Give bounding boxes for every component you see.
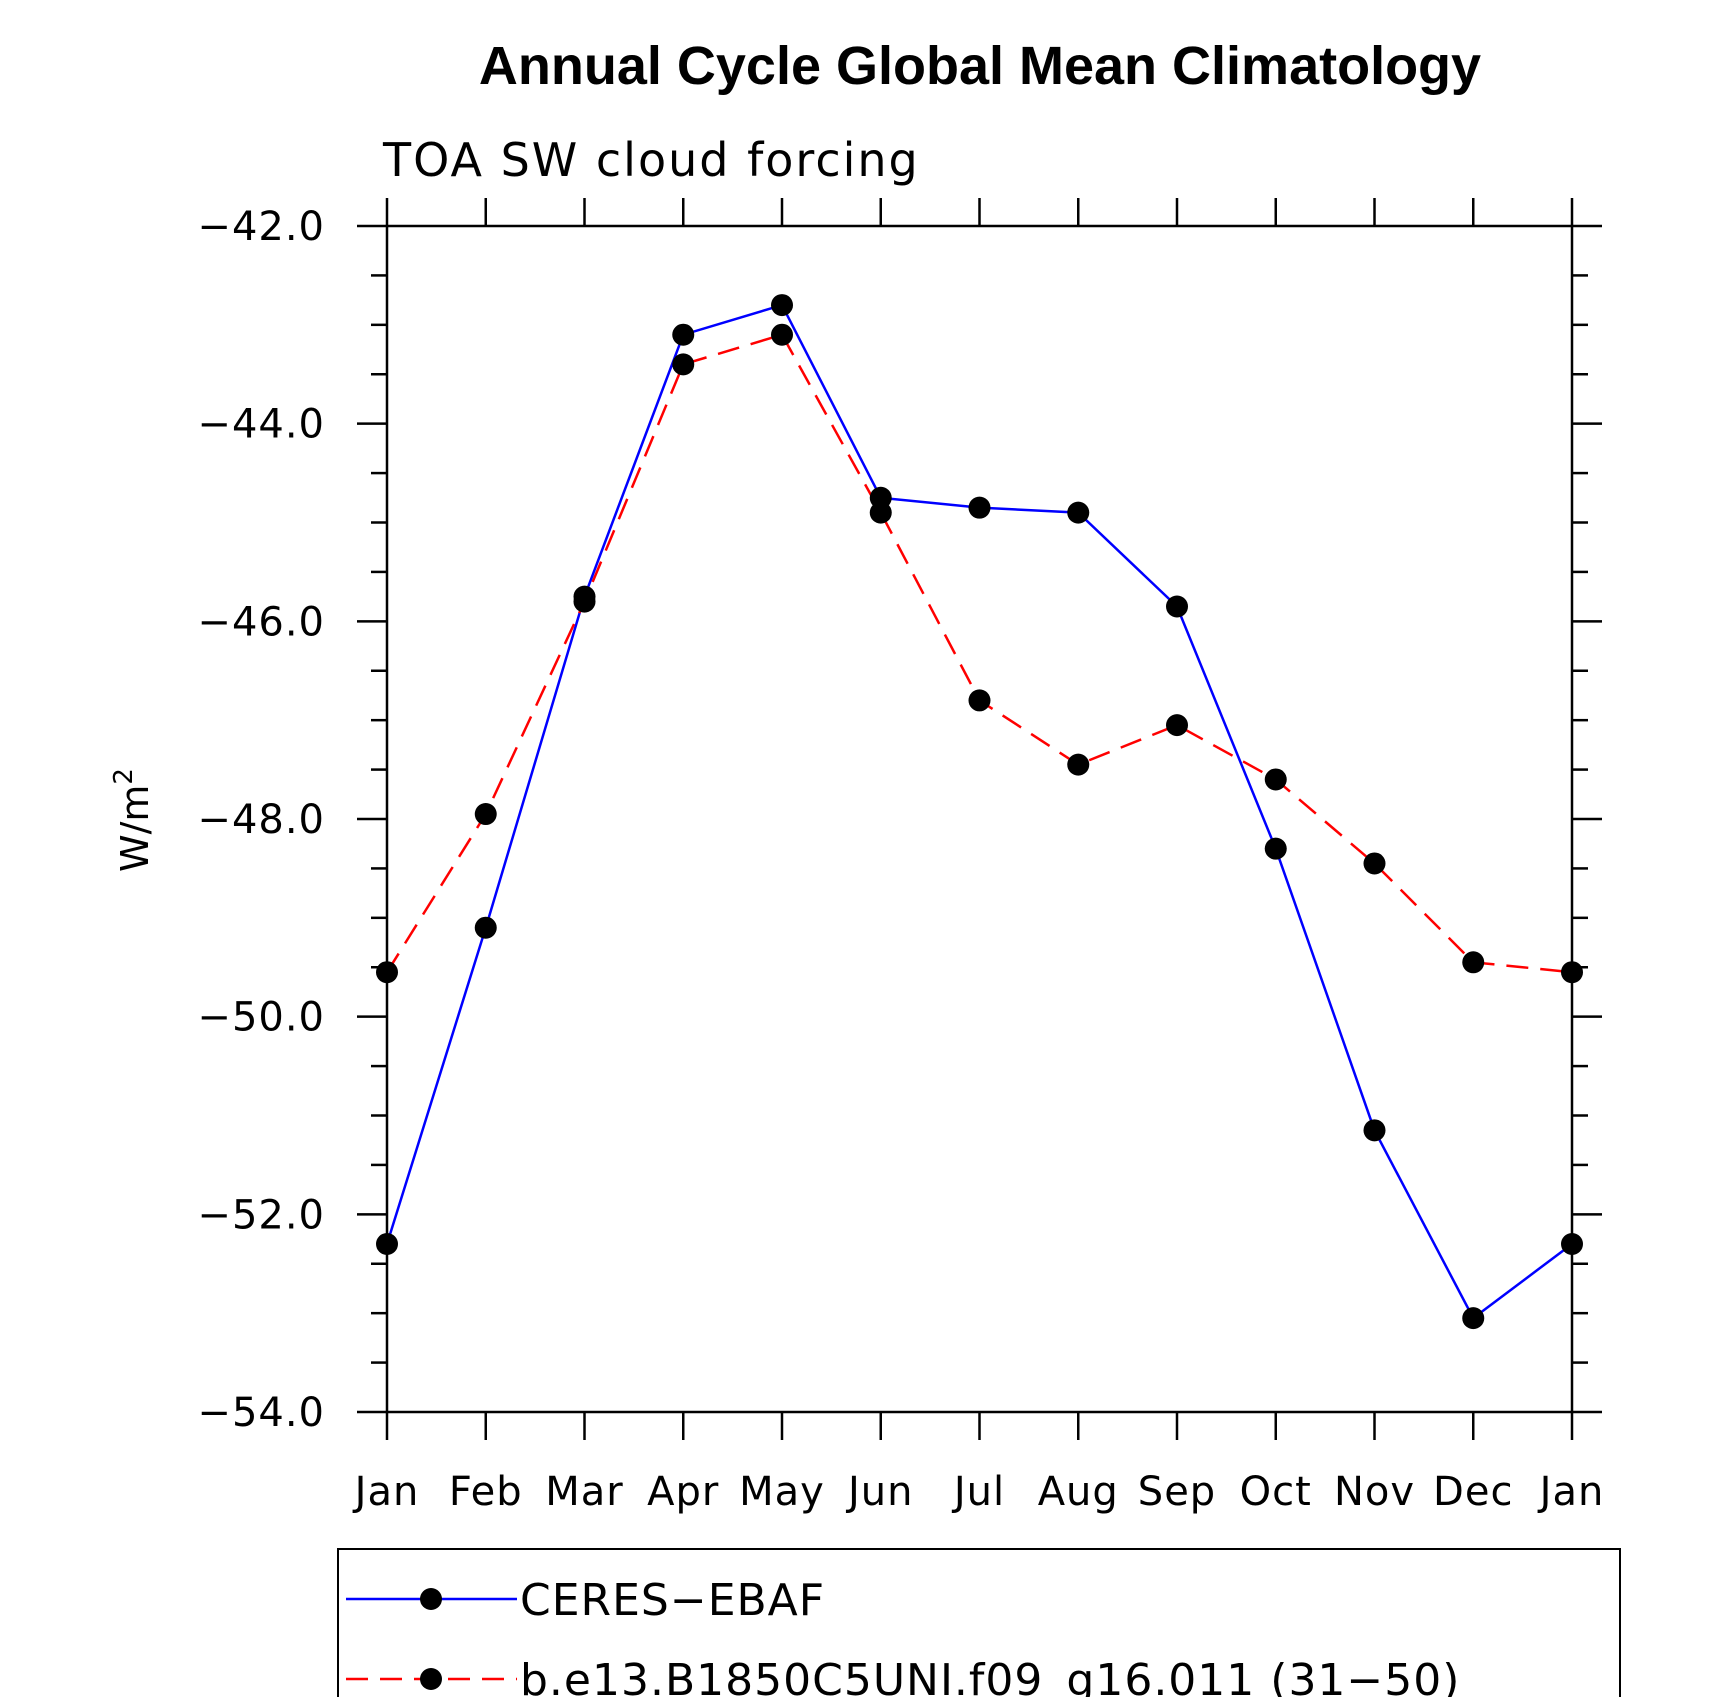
- series-1-point: [1462, 1307, 1485, 1330]
- series-1-point: [376, 1232, 398, 1255]
- series-1-point: [672, 323, 695, 346]
- series-2-point: [1166, 714, 1188, 737]
- series-1-point: [1264, 837, 1287, 860]
- y-axis-label-exponent: 2: [109, 768, 139, 785]
- legend: CERES−EBAF b.e13.B1850C5UNI.f09_g16.011 (…: [337, 1548, 1621, 1697]
- series-1-point: [968, 496, 991, 519]
- x-tick-label: May: [739, 1469, 825, 1515]
- y-tick-label: −46.0: [197, 599, 325, 645]
- x-tick-label: Jun: [845, 1469, 914, 1515]
- legend-marker-1: [420, 1588, 442, 1610]
- series-2-point: [869, 501, 892, 524]
- x-tick-label: Jan: [1537, 1469, 1605, 1515]
- series-1-point: [1067, 501, 1090, 524]
- series-2-point: [573, 590, 596, 613]
- x-tick-label: Nov: [1334, 1469, 1415, 1515]
- series-2-point: [1561, 961, 1583, 984]
- y-axis-label-unit: W/m: [113, 785, 157, 872]
- y-axis-label: W/m2: [109, 768, 157, 872]
- series-2-point: [1363, 852, 1386, 875]
- y-tick-label: −48.0: [197, 797, 325, 843]
- legend-box: [337, 1548, 1621, 1697]
- x-tick-label: Mar: [545, 1469, 623, 1515]
- chart-subtitle: TOA SW cloud forcing: [382, 133, 920, 187]
- legend-label-1: CERES−EBAF: [520, 1575, 825, 1626]
- plot-axes: Jan Feb Mar Apr May Jun Jul Aug Sep Oct Nov Dec Jan−…: [197, 198, 1605, 1515]
- series-1-point: [1166, 595, 1188, 618]
- y-tick-label: −42.0: [197, 204, 325, 250]
- y-tick-label: −50.0: [197, 995, 325, 1041]
- y-tick-label: −44.0: [197, 402, 325, 448]
- series-1-point: [771, 294, 793, 317]
- x-tick-label: Aug: [1038, 1469, 1119, 1515]
- chart-title: Annual Cycle Global Mean Climatology: [479, 36, 1481, 96]
- x-tick-label: Feb: [449, 1469, 523, 1515]
- series-1-point: [1561, 1232, 1583, 1255]
- legend-marker-2: [420, 1668, 442, 1690]
- series-1-point: [1363, 1119, 1386, 1142]
- x-tick-label: Dec: [1433, 1469, 1513, 1515]
- y-tick-label: −54.0: [197, 1390, 325, 1436]
- x-tick-label: Sep: [1138, 1469, 1216, 1515]
- x-tick-label: Jul: [951, 1469, 1005, 1515]
- x-tick-label: Oct: [1240, 1469, 1312, 1515]
- series-line-1: [385, 303, 1573, 1320]
- y-tick-label: −52.0: [197, 1192, 325, 1238]
- x-tick-label: Jan: [352, 1469, 420, 1515]
- x-tick-label: Apr: [647, 1469, 719, 1515]
- series-2-point: [771, 323, 793, 346]
- plot-frame: [385, 224, 1574, 1414]
- series-2-point: [1264, 768, 1287, 791]
- series-2-point: [968, 689, 991, 712]
- series-1-point: [474, 916, 497, 939]
- series-2-point: [1462, 951, 1485, 974]
- series-2-point: [474, 803, 497, 826]
- series-line-2: [385, 333, 1573, 974]
- series-layer: [376, 294, 1583, 1330]
- series-2-point: [1067, 753, 1090, 776]
- legend-label-2: b.e13.B1850C5UNI.f09_g16.011 (31−50): [520, 1655, 1460, 1697]
- series-2-point: [376, 961, 398, 984]
- series-2-point: [672, 353, 695, 376]
